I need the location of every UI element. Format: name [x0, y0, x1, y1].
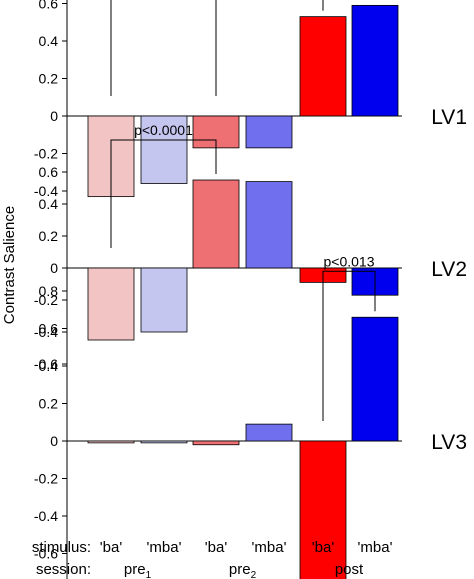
y-tick-label: 0.4	[39, 358, 59, 374]
significance-bracket	[110, 139, 217, 248]
y-tick-label: 0.2	[39, 71, 59, 87]
y-tick-label: -0.6	[34, 356, 58, 372]
y-tick-label: -0.2	[34, 146, 58, 162]
significance-bracket	[110, 0, 324, 96]
stimulus-row-label: stimulus:	[32, 539, 91, 556]
panel-lv3: 0.80.60.40.20-0.2-0.4-0.6-0.8LV3p<0.013	[34, 253, 467, 579]
bar-5	[299, 16, 347, 117]
bar-4	[245, 181, 293, 269]
y-tick-label: 0.6	[39, 321, 59, 337]
y-tick-label: -0.6	[34, 546, 58, 562]
bar-1	[87, 440, 135, 444]
bar-2	[140, 115, 188, 184]
stimulus-label: 'mba'	[358, 539, 393, 556]
panels-group: 0.60.40.20-0.2-0.4LV1p<0.00001p<0.0010.6…	[34, 0, 467, 579]
y-tick-label: -0.2	[34, 292, 58, 308]
bar-5	[299, 440, 347, 579]
significance-label: p<0.0001	[134, 122, 193, 138]
significance-bracket	[322, 270, 376, 421]
y-tick-label: 0.2	[39, 396, 59, 412]
y-tick-label: 0.8	[39, 283, 59, 299]
bar-6	[351, 316, 399, 442]
bar-2	[140, 440, 188, 444]
stimulus-label: 'ba'	[205, 539, 228, 556]
stimulus-label: 'ba'	[312, 539, 335, 556]
y-tick-label: 0	[50, 433, 58, 449]
bar-2	[140, 267, 188, 333]
session-label-subscript: 1	[146, 570, 152, 579]
y-axis-label: Contrast Salience	[1, 206, 18, 324]
y-tick-label: -0.4	[34, 183, 58, 199]
y-tick-label: 0.6	[39, 164, 59, 180]
panel-label: LV2	[431, 258, 467, 281]
bar-4	[245, 115, 293, 149]
bar-4	[245, 423, 293, 442]
panel-lv2: 0.6 0.4 0.2 0 -0.2 -0.4 -0.6 LV2 p<0.0001	[34, 122, 467, 372]
bar-3	[192, 440, 240, 446]
session-label: post	[335, 561, 364, 578]
bar-6	[351, 4, 399, 117]
significance-label: p<0.013	[324, 253, 375, 269]
bar-3	[192, 179, 240, 269]
session-label-base: pre	[229, 561, 251, 578]
bar-1	[87, 267, 135, 341]
session-label-base: post	[335, 561, 364, 578]
panel-label: LV3	[431, 431, 467, 454]
y-tick-label: 0.4	[39, 33, 59, 49]
y-tick-label: -0.4	[34, 324, 58, 340]
session-label-base: pre	[124, 561, 146, 578]
y-tick-label: 0.6	[39, 0, 59, 12]
stimulus-label: 'mba'	[252, 539, 287, 556]
y-tick-label: -0.4	[34, 508, 58, 524]
y-tick-label: 0	[50, 108, 58, 124]
significance-bracket	[215, 0, 324, 96]
panel-label: LV1	[431, 106, 467, 129]
y-tick-label: 0.2	[39, 228, 59, 244]
y-tick-label: 0.4	[39, 196, 59, 212]
session-label-subscript: 2	[251, 570, 257, 579]
session-label: pre1	[124, 561, 152, 579]
y-tick-label: -0.2	[34, 471, 58, 487]
session-row-label: session:	[36, 561, 91, 578]
y-tick-label: 0	[50, 260, 58, 276]
stimulus-label: 'ba'	[100, 539, 123, 556]
stimulus-label: 'mba'	[147, 539, 182, 556]
category-footer: stimulus: session: 'ba' 'mba' 'ba' 'mba' 'ba…	[32, 539, 393, 579]
session-label: pre2	[229, 561, 257, 579]
panel-lv1: 0.60.40.20-0.2-0.4LV1p<0.00001p<0.001	[34, 0, 467, 201]
